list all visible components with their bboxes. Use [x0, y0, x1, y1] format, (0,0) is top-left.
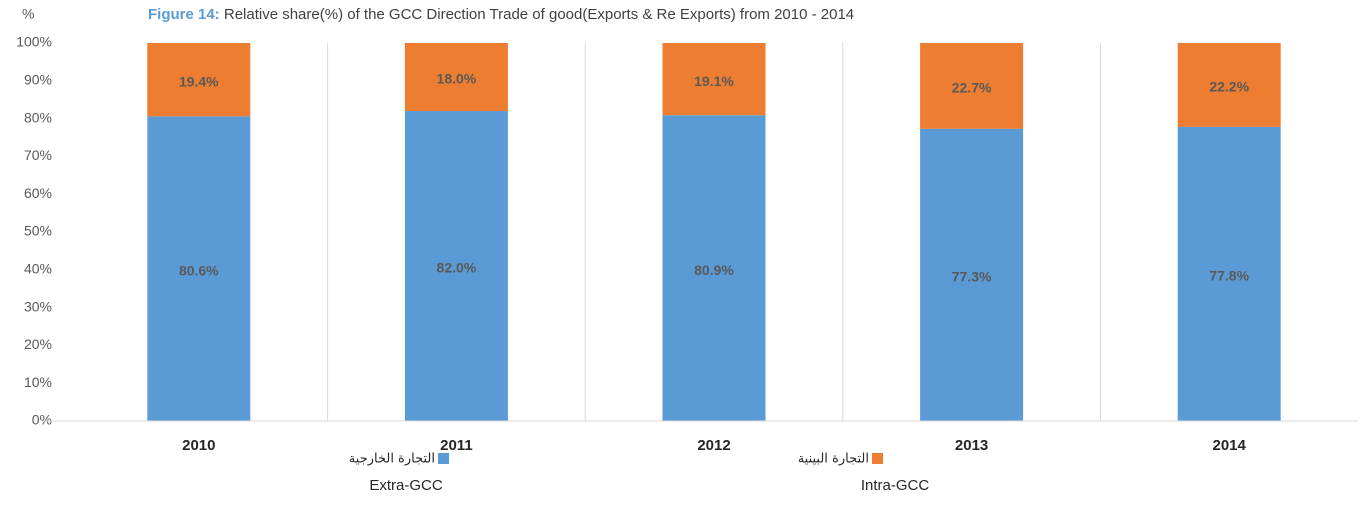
legend-label-ar: التجارة البينية	[798, 452, 869, 467]
y-tick-label: 80%	[24, 109, 52, 125]
legend-label-ar: التجارة الخارجية	[349, 452, 435, 467]
x-tick-label: 2014	[1213, 437, 1247, 454]
y-tick-label: 60%	[24, 185, 52, 201]
y-axis-label: %	[22, 6, 34, 22]
legend-label: Extra-GCC	[369, 477, 443, 494]
y-tick-label: 30%	[24, 298, 52, 314]
bar-segment	[404, 111, 508, 421]
y-tick-label: 100%	[16, 34, 52, 50]
value-label: 22.7%	[952, 80, 992, 96]
value-label: 80.6%	[179, 262, 219, 278]
bar-segment	[662, 115, 766, 421]
bar-segment	[920, 43, 1024, 129]
title-text: Relative share(%) of the GCC Direction T…	[224, 6, 854, 23]
legend-label: Intra-GCC	[861, 477, 930, 494]
x-tick-label: 2010	[182, 437, 215, 454]
legend-swatch	[872, 453, 883, 464]
y-tick-label: 50%	[24, 223, 52, 239]
value-label: 80.9%	[694, 262, 734, 278]
x-tick-label: 2013	[955, 437, 988, 454]
legend-swatch	[438, 453, 449, 464]
bar-segment	[147, 116, 251, 421]
bar-segment	[662, 43, 766, 116]
bar-segment	[920, 128, 1024, 421]
value-label: 22.2%	[1209, 79, 1249, 95]
title-label: Figure 14:	[148, 6, 220, 23]
y-tick-label: 70%	[24, 147, 52, 163]
value-label: 82.0%	[437, 260, 477, 276]
chart-title: Figure 14: Relative share(%) of the GCC …	[148, 6, 854, 23]
value-label: 19.4%	[179, 73, 219, 89]
value-label: 77.3%	[952, 269, 992, 285]
value-label: 19.1%	[694, 73, 734, 89]
y-tick-label: 20%	[24, 336, 52, 352]
bar-segment	[404, 43, 508, 112]
bar-segment	[1177, 126, 1281, 421]
y-tick-label: 40%	[24, 261, 52, 277]
bar-segment	[1177, 43, 1281, 127]
x-tick-label: 2012	[697, 437, 730, 454]
y-tick-label: 90%	[24, 72, 52, 88]
value-label: 18.0%	[437, 71, 477, 87]
y-tick-label: 10%	[24, 374, 52, 390]
x-tick-label: 2011	[440, 437, 473, 454]
y-tick-label: 0%	[32, 412, 52, 428]
bar-segment	[147, 43, 251, 117]
value-label: 77.8%	[1209, 268, 1249, 284]
